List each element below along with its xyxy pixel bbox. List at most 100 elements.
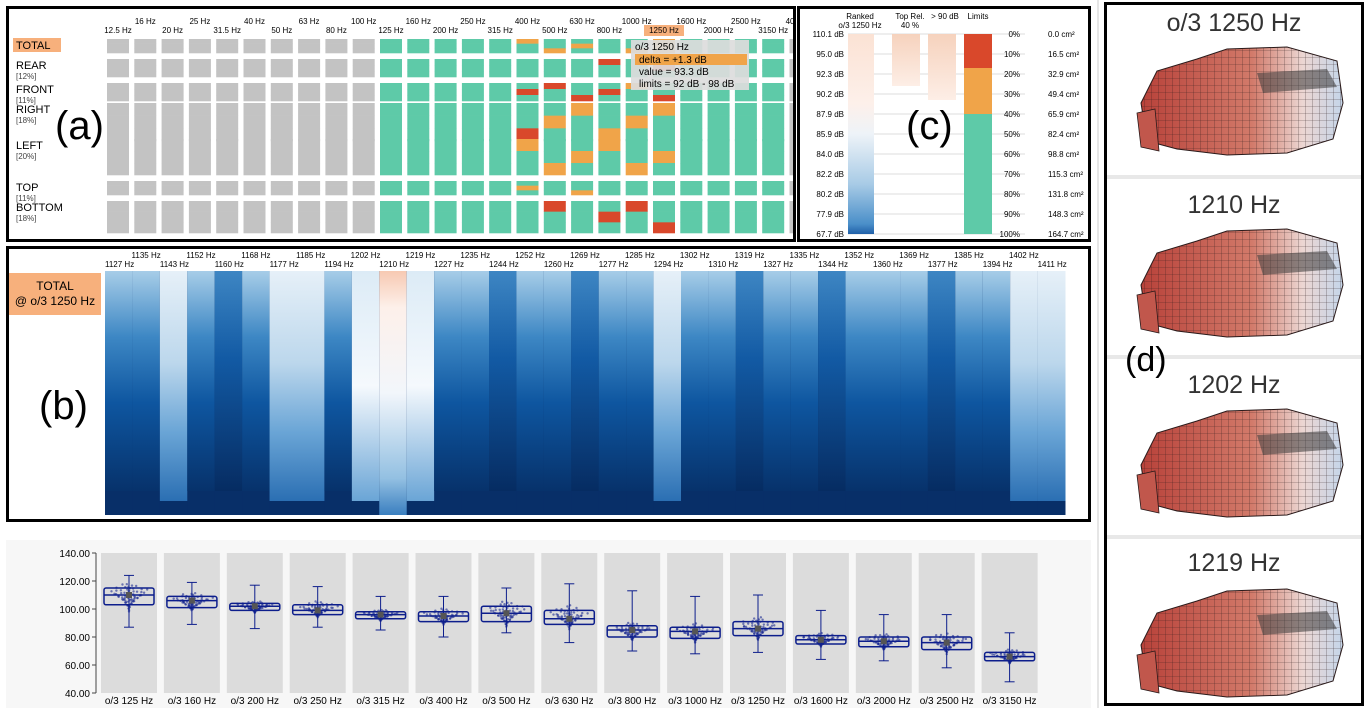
heatmap-cell <box>434 83 457 90</box>
box <box>543 609 596 626</box>
heatmap-cell <box>461 222 484 234</box>
detail-freq-top: 1219 Hz <box>406 251 436 260</box>
heatmap-cell <box>161 128 184 142</box>
swarm-point <box>556 613 560 617</box>
y-tick-label: 140.00 <box>59 549 90 560</box>
heatmap-cell <box>707 103 730 116</box>
detail-cell <box>900 271 929 491</box>
heatmap-cell <box>516 151 539 164</box>
heatmap-cell <box>653 139 675 152</box>
freq-label-bottom: 20 Hz <box>162 26 183 35</box>
x-category-label: o/3 1000 Hz <box>668 696 722 707</box>
heatmap-cell <box>270 128 293 142</box>
heatmap-cell <box>516 95 539 102</box>
heatmap-cell <box>243 59 266 66</box>
heatmap-cell <box>543 115 566 129</box>
heatmap-cell <box>571 151 594 164</box>
heatmap-cell <box>734 222 757 234</box>
heatmap-cell <box>571 115 594 129</box>
heatmap-cell <box>762 163 785 176</box>
detail-freq-bottom: 1177 Hz <box>270 260 299 269</box>
row-pct: [20%] <box>16 152 36 161</box>
heatmap-cell <box>543 181 566 186</box>
heatmap-cell <box>489 59 512 66</box>
swarm-point <box>194 604 197 607</box>
heatmap-cell <box>653 222 675 234</box>
engine-mesh <box>1141 589 1343 697</box>
median-marker <box>1006 653 1013 660</box>
swarm-point <box>934 638 937 641</box>
swarm-point <box>711 628 714 632</box>
swarm-point <box>325 606 329 609</box>
heatmap-cell <box>243 139 266 152</box>
heatmap-cell <box>134 71 157 78</box>
detail-freq-top: 1185 Hz <box>296 251 325 260</box>
heatmap-cell <box>243 211 266 223</box>
heatmap-cell <box>789 43 793 49</box>
freq-label-top: 250 Hz <box>460 17 485 26</box>
heatmap-cell <box>216 201 239 212</box>
pct-tick: 100% <box>1000 230 1020 239</box>
heatmap-cell <box>789 39 793 44</box>
detail-freq-top: 1252 Hz <box>515 251 545 260</box>
swarm-point <box>706 628 709 631</box>
db-tick: 85.9 dB <box>816 130 844 139</box>
swarm-point <box>140 590 143 594</box>
heatmap-cell <box>707 89 730 96</box>
swarm-point <box>752 617 756 620</box>
heatmap-cell <box>434 190 457 196</box>
heatmap-cell <box>625 201 648 212</box>
detail-freq-top: 1235 Hz <box>460 251 490 260</box>
heatmap-cell <box>161 201 184 212</box>
heatmap-cell <box>461 65 484 72</box>
heatmap-cell <box>243 95 266 102</box>
swarm-point <box>1013 653 1016 656</box>
heatmap-cell <box>107 163 129 176</box>
pct-tick: 50% <box>1004 130 1020 139</box>
heatmap-cell <box>270 95 293 102</box>
heatmap-cell <box>298 103 321 116</box>
detail-freq-bottom: 1394 Hz <box>983 260 1013 269</box>
detail-freq-bottom: 1127 Hz <box>105 260 134 269</box>
panel-a-label: (a) <box>55 104 104 148</box>
heatmap-cell <box>653 103 675 116</box>
heatmap-cell <box>461 163 484 176</box>
heatmap-cell <box>434 115 457 129</box>
heatmap-cell <box>161 43 184 49</box>
detail-freq-top: 1285 Hz <box>625 251 655 260</box>
swarm-point <box>175 597 179 600</box>
detail-cell <box>653 271 682 501</box>
swarm-point <box>434 616 437 619</box>
x-category-label: o/3 200 Hz <box>231 696 279 707</box>
heatmap-cell <box>380 89 402 96</box>
heatmap-cell <box>380 95 402 102</box>
heatmap-cell <box>407 190 430 196</box>
heatmap-cell <box>461 181 484 186</box>
swarm-point <box>952 643 956 647</box>
swarm-point <box>565 612 569 615</box>
heatmap-cell <box>188 181 211 186</box>
heatmap-cell <box>434 43 457 49</box>
heatmap-cell <box>598 65 621 72</box>
swarm-point <box>576 614 579 617</box>
detail-freq-bottom: 1210 Hz <box>379 260 409 269</box>
swarm-point <box>773 624 776 627</box>
swarm-point <box>259 600 262 603</box>
heatmap-cell <box>352 48 375 54</box>
detail-cell <box>214 271 243 491</box>
heatmap-cell <box>762 181 785 186</box>
heatmap-cell <box>625 95 648 102</box>
mode-shape-0 <box>1136 46 1344 156</box>
mode-separator <box>1107 535 1361 539</box>
heatmap-cell <box>407 222 430 234</box>
heatmap-cell <box>270 151 293 164</box>
freq-label-bottom: 80 Hz <box>326 26 347 35</box>
swarm-point <box>964 637 968 641</box>
heatmap-cell <box>789 83 793 90</box>
heatmap-cell <box>325 128 348 142</box>
heatmap-cell <box>107 128 129 142</box>
x-category-label: o/3 2500 Hz <box>920 696 974 707</box>
heatmap-cell <box>543 151 566 164</box>
heatmap-cell <box>270 65 293 72</box>
